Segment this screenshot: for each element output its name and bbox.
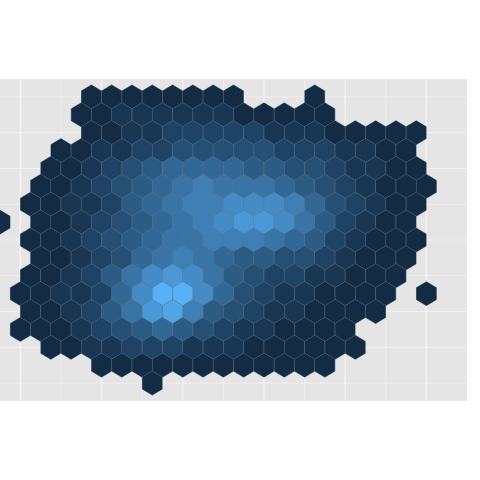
hex-cell	[365, 299, 387, 325]
hex-cell	[0, 209, 11, 235]
hexagon-cells	[0, 84, 437, 396]
hex-cell	[415, 281, 437, 307]
hex-cell	[344, 334, 366, 360]
hex-cell	[141, 370, 163, 396]
hex-cell	[314, 352, 336, 378]
